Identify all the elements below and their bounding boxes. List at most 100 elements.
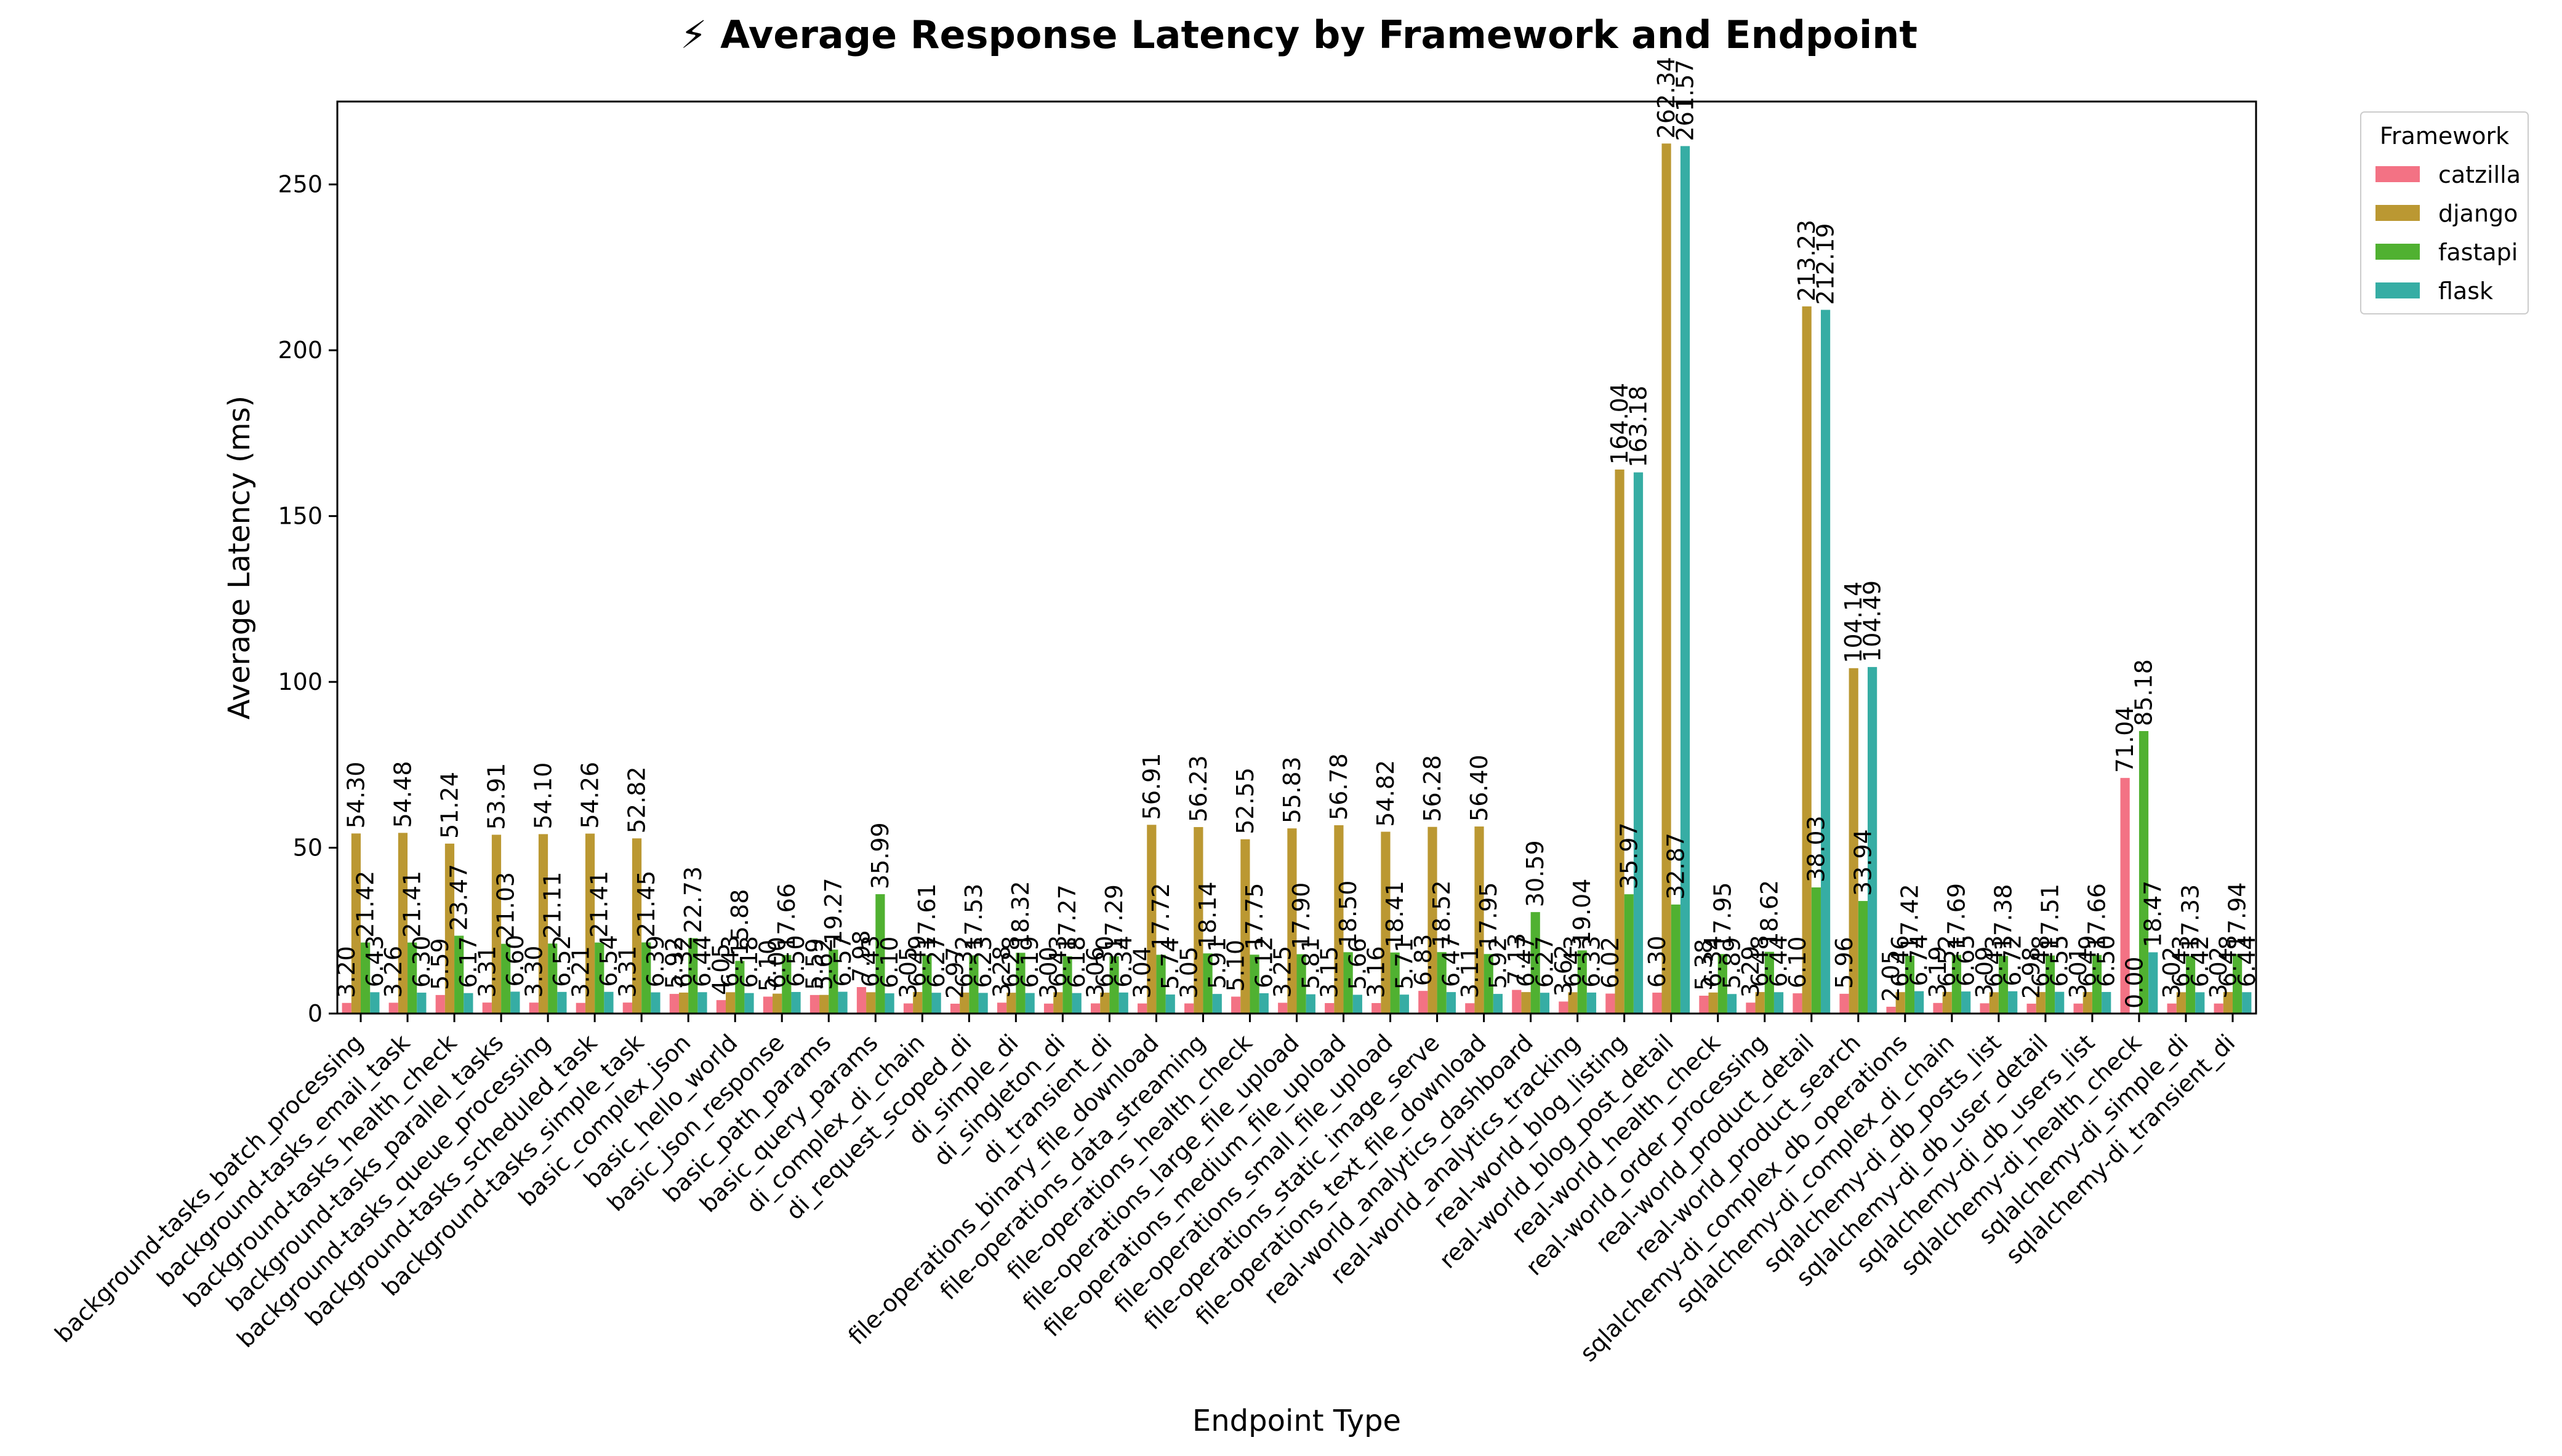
bar-flask-4 [557,991,567,1014]
bar-catzilla-13 [950,1003,960,1014]
bar-value-label: 17.53 [960,884,987,951]
y-tick-label: 200 [278,337,323,364]
bar-value-label: 0.00 [2121,956,2148,1009]
bar-catzilla-25 [1512,990,1522,1014]
bar-flask-13 [978,993,988,1014]
bar-value-label: 17.75 [1241,883,1268,950]
bar-fastapi-0 [361,942,371,1014]
bar-value-label: 6.43 [717,935,744,988]
bar-catzilla-40 [2214,1003,2223,1014]
bar-value-label: 71.04 [2111,706,2138,773]
bar-flask-22 [1399,994,1409,1014]
bar-value-label: 35.99 [867,822,894,889]
bar-catzilla-11 [856,987,867,1014]
bar-fastapi-24 [1484,954,1493,1014]
bar-value-label: 21.11 [539,871,566,938]
bar-catzilla-36 [2026,1003,2036,1014]
bar-django-18 [1194,826,1203,1014]
bar-value-label: 6.43 [1559,935,1586,988]
bar-flask-29 [1727,994,1737,1014]
bar-flask-11 [885,993,894,1014]
bar-catzilla-20 [1278,1002,1288,1014]
bar-catzilla-4 [529,1002,539,1014]
bar-value-label: 6.47 [1512,935,1540,988]
bar-value-label: 21.42 [352,871,379,938]
bar-django-35 [1989,992,1999,1014]
bar-fastapi-36 [2045,955,2055,1014]
bar-value-label: 85.18 [2130,659,2158,726]
bar-value-label: 6.27 [923,936,950,988]
bar-fastapi-29 [1717,954,1727,1014]
bar-catzilla-30 [1746,1002,1756,1014]
bar-catzilla-18 [1184,1003,1194,1014]
bar-django-16 [1100,993,1110,1014]
bar-django-3 [491,834,502,1014]
bar-flask-6 [651,992,661,1014]
bar-value-label: 6.12 [1250,936,1277,988]
bar-value-label: 4.05 [707,943,734,996]
bar-flask-0 [370,992,380,1014]
bar-django-15 [1053,992,1063,1014]
bar-value-label: 3.25 [1269,946,1296,998]
bar-catzilla-16 [1090,1003,1101,1014]
legend-label-catzilla: catzilla [2438,161,2521,188]
bar-fastapi-40 [2232,954,2243,1014]
bar-django-20 [1287,828,1297,1014]
bar-fastapi-30 [1764,951,1774,1014]
bar-catzilla-1 [388,1002,398,1014]
bar-django-29 [1708,992,1718,1014]
bar-value-label: 6.43 [2167,935,2195,988]
legend-swatch-flask [2375,282,2420,298]
bar-catzilla-31 [1793,993,1802,1014]
bar-flask-12 [931,993,941,1014]
bar-value-label: 3.02 [2158,946,2185,999]
bar-value-label: 18.32 [1007,881,1034,948]
bar-fastapi-1 [408,942,417,1014]
bar-value-label: 6.43 [857,935,885,988]
bar-django-27 [1615,469,1624,1014]
bar-value-label: 54.48 [389,761,416,828]
bar-value-label: 17.27 [1054,884,1081,951]
bar-value-label: 3.26 [380,946,407,998]
y-axis-label: Average Latency (ms) [222,396,257,720]
bar-django-5 [585,833,595,1014]
bar-value-label: 3.31 [473,946,500,998]
bar-catzilla-24 [1465,1003,1475,1014]
bar-catzilla-26 [1559,1001,1568,1014]
bar-flask-34 [1961,991,1971,1014]
bar-value-label: 3.15 [1316,946,1343,998]
bar-value-label: 17.95 [1475,882,1502,949]
bar-value-label: 6.43 [1980,935,2007,988]
bar-value-label: 55.83 [1279,756,1306,823]
bar-django-26 [1568,992,1578,1014]
bar-value-label: 17.66 [2084,883,2111,950]
bar-value-label: 6.10 [1784,937,1811,989]
bar-catzilla-12 [903,1003,914,1014]
bar-catzilla-28 [1652,993,1662,1014]
bar-value-label: 6.18 [1063,936,1090,988]
bar-value-label: 52.55 [1232,767,1259,834]
bar-value-label: 3.21 [567,946,594,998]
bar-value-label: 17.51 [2036,884,2063,951]
bar-value-label: 5.92 [1484,937,1511,989]
bar-fastapi-9 [782,954,792,1014]
bar-flask-7 [697,992,707,1014]
legend-label-flask: flask [2438,278,2493,305]
legend-box [2360,111,2529,314]
bar-value-label: 54.10 [530,762,557,830]
bar-value-label: 261.57 [1672,59,1699,141]
bar-fastapi-33 [1905,956,1915,1014]
bar-django-24 [1474,826,1484,1014]
bar-flask-36 [2055,991,2065,1014]
bar-catzilla-14 [997,1002,1007,1014]
bar-django-40 [2223,992,2233,1014]
bar-flask-28 [1680,146,1690,1014]
bar-flask-15 [1072,993,1082,1014]
bar-django-7 [678,992,689,1014]
y-tick-label: 150 [278,503,323,530]
bar-fastapi-4 [548,943,558,1014]
bar-catzilla-15 [1043,1003,1054,1014]
bar-value-label: 17.66 [773,883,800,950]
bar-value-label: 18.41 [1381,881,1408,948]
bar-fastapi-20 [1296,954,1306,1014]
